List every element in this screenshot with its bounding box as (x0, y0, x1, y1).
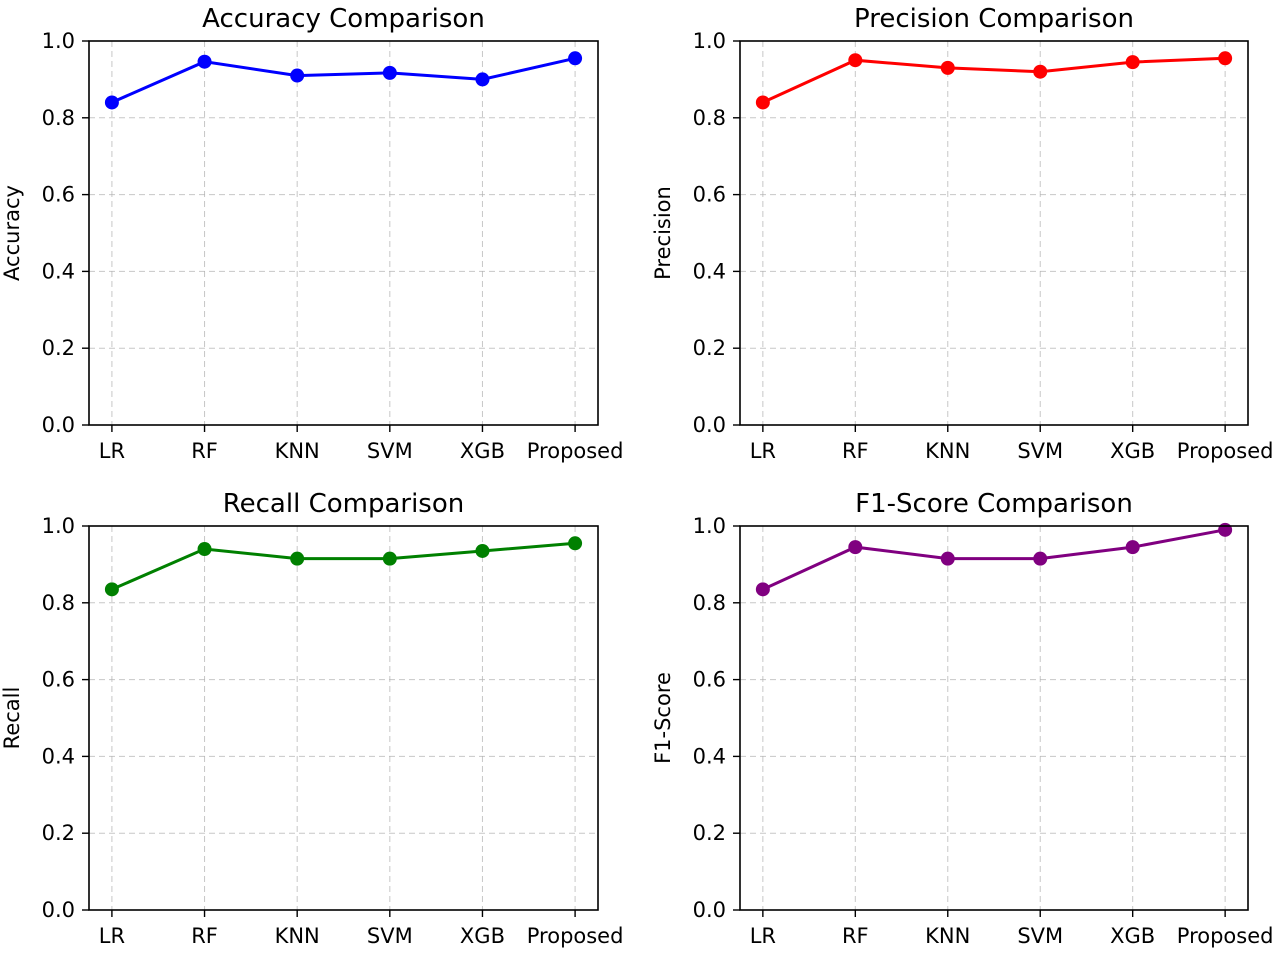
precision-data-point (848, 53, 863, 68)
f1-score-series-line (762, 528, 1226, 591)
recall-y-tick-label: 0.2 (42, 821, 75, 845)
recall-x-tick-label: SVM (367, 924, 413, 948)
precision-chart-title: Precision Comparison (854, 4, 1134, 34)
precision-data-point (1125, 55, 1140, 70)
f1-score-y-tick-label: 0.2 (693, 821, 726, 845)
precision-data-point (940, 60, 955, 75)
precision-x-tick-label: RF (842, 439, 869, 463)
accuracy-data-point (290, 68, 305, 83)
recall-x-tick-label: XGB (460, 924, 505, 948)
recall-data-point (568, 536, 583, 551)
accuracy-data-point (382, 65, 397, 80)
precision-axes-frame (739, 40, 1249, 426)
precision-y-tick-label: 1.0 (693, 29, 726, 53)
f1-score-chart-panel: 0.0 0.2 0.4 0.6 0.8 1.0 LR RF KNN SVM XGB Proposed F… (651, 489, 1273, 948)
precision-data-point (755, 95, 770, 110)
f1-score-chart-title: F1-Score Comparison (855, 489, 1133, 519)
precision-y-tick-label: 0.2 (693, 336, 726, 360)
recall-y-tick-label: 0.6 (42, 668, 75, 692)
precision-x-tick-label: SVM (1017, 439, 1063, 463)
accuracy-y-tick-label: 0.2 (42, 336, 75, 360)
f1-score-x-tick-label: LR (750, 924, 776, 948)
precision-x-tick-label: LR (750, 439, 776, 463)
f1-score-y-tick-label: 0.4 (693, 744, 726, 768)
precision-data-point (1218, 51, 1233, 66)
f1-score-data-point (1125, 540, 1140, 555)
recall-data-point (382, 551, 397, 566)
f1-score-x-tick-label: RF (842, 924, 869, 948)
recall-x-tick-label: Proposed (527, 924, 624, 948)
recall-y-axis-label: Recall (0, 687, 24, 750)
accuracy-y-tick-label: 0.8 (42, 106, 75, 130)
recall-y-tick-label: 0.4 (42, 744, 75, 768)
accuracy-y-tick-label: 0.6 (42, 183, 75, 207)
precision-y-tick-label: 0.8 (693, 106, 726, 130)
f1-score-y-tick-label: 0.8 (693, 591, 726, 615)
accuracy-chart-title: Accuracy Comparison (202, 4, 485, 34)
f1-score-x-tick-label: SVM (1017, 924, 1063, 948)
precision-y-tick-label: 0.6 (693, 183, 726, 207)
f1-score-y-tick-label: 0.0 (693, 898, 726, 922)
accuracy-x-tick-label: SVM (367, 439, 413, 463)
accuracy-data-point (104, 95, 119, 110)
precision-x-tick-label: XGB (1110, 439, 1155, 463)
accuracy-y-tick-label: 0.4 (42, 259, 75, 283)
accuracy-chart-panel: 0.0 0.2 0.4 0.6 0.8 1.0 LR RF KNN SVM XGB Proposed A… (0, 4, 623, 463)
f1-score-x-tick-label: KNN (925, 924, 970, 948)
accuracy-series-line (111, 56, 576, 104)
f1-score-y-tick-label: 0.6 (693, 668, 726, 692)
recall-x-tick-label: KNN (275, 924, 320, 948)
recall-chart-panel: 0.0 0.2 0.4 0.6 0.8 1.0 LR RF KNN SVM XGB Proposed R… (0, 489, 623, 948)
f1-score-data-point (1033, 551, 1048, 566)
precision-x-tick-label: Proposed (1177, 439, 1274, 463)
recall-series-line (111, 541, 576, 591)
recall-x-tick-label: RF (191, 924, 218, 948)
recall-data-point (104, 582, 119, 597)
recall-chart-title: Recall Comparison (223, 489, 465, 519)
f1-score-x-tick-label: XGB (1110, 924, 1155, 948)
f1-score-y-axis-label: F1-Score (651, 672, 675, 764)
f1-score-x-tick-label: Proposed (1177, 924, 1274, 948)
precision-y-tick-label: 0.4 (693, 259, 726, 283)
recall-x-tick-label: LR (99, 924, 125, 948)
precision-data-point (1033, 64, 1048, 79)
f1-score-data-point (940, 551, 955, 566)
precision-x-tick-label: KNN (925, 439, 970, 463)
accuracy-data-point (568, 51, 583, 66)
accuracy-x-tick-label: XGB (460, 439, 505, 463)
recall-y-tick-label: 0.0 (42, 898, 75, 922)
precision-y-axis-label: Precision (651, 186, 675, 280)
f1-score-data-point (1218, 522, 1233, 537)
recall-data-point (475, 543, 490, 558)
f1-score-y-tick-label: 1.0 (693, 514, 726, 538)
accuracy-data-point (475, 72, 490, 87)
recall-axes-frame (88, 525, 599, 911)
recall-y-tick-label: 0.8 (42, 591, 75, 615)
accuracy-y-tick-label: 0.0 (42, 413, 75, 437)
accuracy-y-tick-label: 1.0 (42, 29, 75, 53)
f1-score-data-point (755, 582, 770, 597)
recall-data-point (290, 551, 305, 566)
precision-chart-panel: 0.0 0.2 0.4 0.6 0.8 1.0 LR RF KNN SVM XGB Proposed P… (651, 4, 1273, 463)
accuracy-x-tick-label: KNN (275, 439, 320, 463)
accuracy-x-tick-label: LR (99, 439, 125, 463)
f1-score-data-point (848, 540, 863, 555)
recall-y-tick-label: 1.0 (42, 514, 75, 538)
precision-y-tick-label: 0.0 (693, 413, 726, 437)
f1-score-axes-frame (739, 525, 1249, 911)
accuracy-axes-frame (88, 40, 599, 426)
accuracy-y-axis-label: Accuracy (0, 185, 24, 281)
accuracy-data-point (197, 54, 212, 69)
accuracy-x-tick-label: RF (191, 439, 218, 463)
accuracy-x-tick-label: Proposed (527, 439, 624, 463)
precision-series-line (762, 56, 1226, 104)
recall-data-point (197, 542, 212, 557)
